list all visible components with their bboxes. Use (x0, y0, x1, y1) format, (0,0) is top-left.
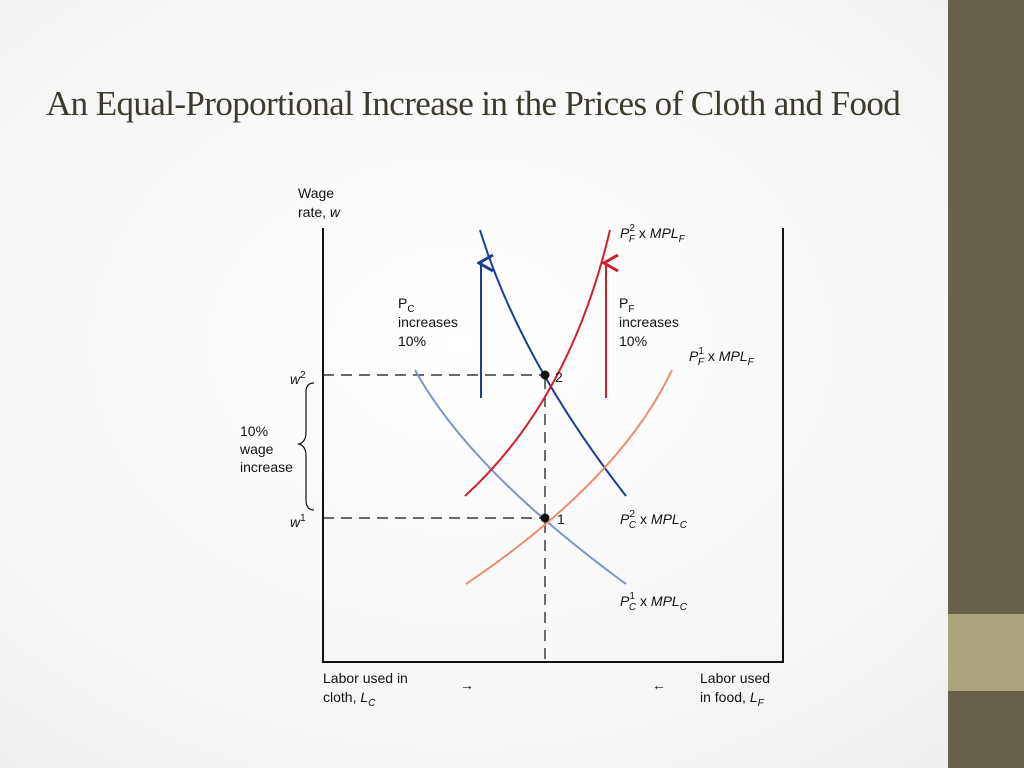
y-axis-label-line1: Wage (298, 185, 334, 201)
curve-label-pf1: P1 F x MPLF (689, 346, 755, 368)
wage-w2-label: w2 (290, 370, 306, 387)
wage-increase-brace (296, 382, 315, 511)
curve-pf1-mplf (465, 369, 673, 585)
equilibrium-point-1 (540, 513, 550, 523)
pc-note-line3: 10% (398, 333, 426, 349)
y-axis-label-line2: rate, w (298, 204, 341, 220)
x-axis-left-line1: Labor used in (323, 670, 408, 686)
curve-pc1-mplc (414, 369, 627, 585)
wage-increase-note-line2: wage (239, 441, 274, 457)
curve-label-pc2: P2 C x MPLC (620, 509, 688, 531)
point-2-label: 2 (555, 369, 563, 385)
wage-w1-label: w1 (290, 513, 306, 530)
slide-title: An Equal-Proportional Increase in the Pr… (46, 84, 901, 123)
wage-increase-note-line3: increase (240, 459, 293, 475)
curve-label-pc1: P1 C x MPLC (620, 591, 688, 613)
x-axis-left-line2: cloth, LC (323, 689, 376, 709)
curve-label-pf2: P2 F x MPLF (620, 223, 686, 245)
curve-pf2-mplf (464, 229, 611, 497)
pf-note-line2: increases (619, 314, 679, 330)
x-axis-right-arrow: ← (652, 677, 666, 693)
equilibrium-point-2 (540, 370, 550, 380)
pc-note-line2: increases (398, 314, 458, 330)
pc-note-line1: PC (398, 295, 415, 315)
pf-note-line3: 10% (619, 333, 647, 349)
wage-increase-note-line1: 10% (240, 423, 268, 439)
sidebar-accent-block (948, 614, 1024, 691)
x-axis-left-arrow: → (460, 677, 474, 693)
x-axis-right-line2: in food, LF (700, 689, 765, 709)
pf-note-line1: PF (619, 295, 634, 315)
point-1-label: 1 (557, 511, 565, 527)
x-axis-right-line1: Labor used (700, 670, 770, 686)
